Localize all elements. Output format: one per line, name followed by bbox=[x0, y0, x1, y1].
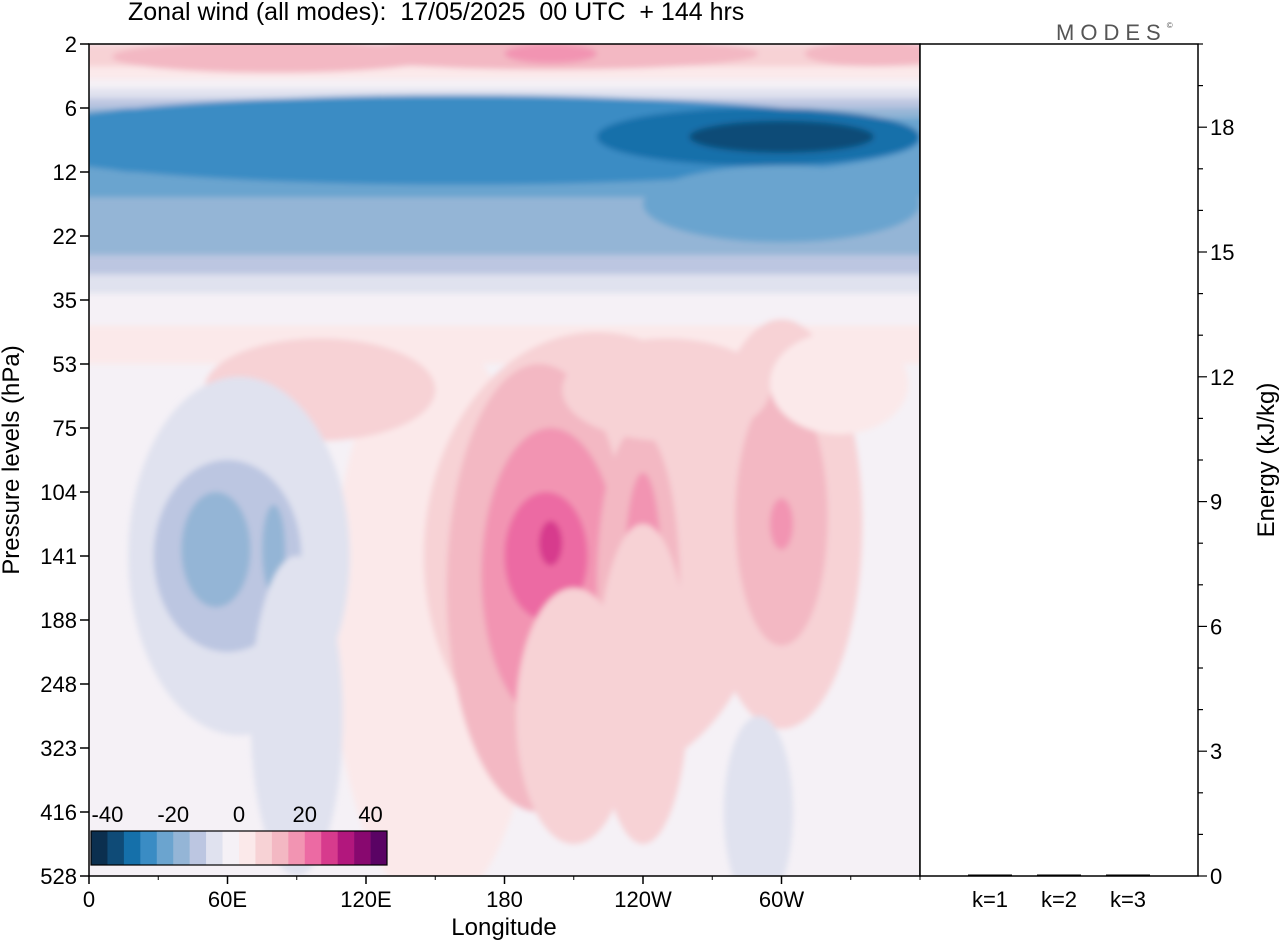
colorbar-swatch bbox=[156, 831, 174, 865]
colorbar-tick-label: -40 bbox=[92, 802, 124, 827]
wind-region bbox=[643, 165, 920, 243]
energy-panel: 0 3 6 9 12 15 18 k=1 k=2 k=3 Energy (kJ/kg) bbox=[919, 43, 1280, 912]
energy-category-label: k=1 bbox=[972, 887, 1008, 912]
logo-text: MODES bbox=[1056, 20, 1167, 45]
energy-tick-label: 15 bbox=[1210, 240, 1234, 265]
energy-bar bbox=[1106, 874, 1150, 876]
colorbar-swatch bbox=[222, 831, 240, 865]
energy-bar bbox=[1037, 874, 1081, 876]
y-axis-label: Pressure levels (hPa) bbox=[0, 345, 25, 574]
longitude-axis: 0 60E 120E 180 120W 60W bbox=[83, 876, 921, 912]
colorbar-swatch bbox=[288, 831, 306, 865]
wind-band bbox=[89, 88, 920, 99]
colorbar-swatch bbox=[189, 831, 207, 865]
wind-band bbox=[89, 274, 920, 294]
y-tick-label: 12 bbox=[53, 160, 77, 185]
wind-region bbox=[804, 44, 920, 67]
colorbar-swatch bbox=[239, 831, 256, 865]
colorbar-swatch bbox=[304, 831, 322, 865]
energy-tick-label: 6 bbox=[1210, 614, 1222, 639]
energy-bar bbox=[968, 874, 1012, 876]
x-tick-label: 180 bbox=[486, 887, 523, 912]
logo-mark: © bbox=[1166, 20, 1173, 30]
wind-region bbox=[596, 524, 690, 844]
colorbar-tick-label: 0 bbox=[233, 802, 245, 827]
energy-tick-label: 0 bbox=[1210, 864, 1222, 889]
x-tick-label: 120W bbox=[614, 887, 672, 912]
y-tick-label: 75 bbox=[53, 416, 77, 441]
y-tick-label: 104 bbox=[40, 480, 77, 505]
wind-region bbox=[504, 44, 597, 64]
x-tick-label: 60E bbox=[208, 887, 247, 912]
energy-tick-label: 18 bbox=[1210, 115, 1234, 140]
energy-frame bbox=[919, 43, 1199, 877]
wind-region bbox=[723, 716, 794, 876]
wind-region bbox=[689, 120, 874, 153]
wind-region bbox=[769, 332, 909, 435]
colorbar-swatch bbox=[91, 831, 108, 865]
colorbar-swatch bbox=[255, 831, 273, 865]
colorbar-swatch bbox=[107, 831, 125, 865]
y-tick-label: 141 bbox=[40, 544, 77, 569]
colorbar-swatch bbox=[140, 831, 158, 865]
chart-title: Zonal wind (all modes): 17/05/2025 00 UT… bbox=[128, 0, 745, 26]
colorbar-swatch bbox=[173, 831, 190, 865]
wind-region bbox=[769, 498, 794, 550]
colorbar-tick-label: -20 bbox=[157, 802, 189, 827]
energy-tick-label: 3 bbox=[1210, 739, 1222, 764]
wind-band bbox=[89, 255, 920, 275]
wind-region bbox=[562, 338, 770, 441]
x-tick-label: 60W bbox=[759, 887, 804, 912]
colorbar-tick-label: 40 bbox=[358, 802, 382, 827]
zonal-wind-heatmap bbox=[89, 44, 920, 876]
y-tick-label: 188 bbox=[40, 608, 77, 633]
colorbar-swatch bbox=[206, 831, 223, 865]
y-tick-label: 248 bbox=[40, 672, 77, 697]
wind-region bbox=[89, 108, 193, 172]
colorbar-swatch bbox=[321, 831, 338, 865]
energy-tick-label: 9 bbox=[1210, 490, 1222, 515]
x-tick-label: 120E bbox=[340, 887, 391, 912]
wind-region bbox=[181, 491, 251, 608]
wind-band bbox=[89, 293, 920, 326]
x-axis-label: Longitude bbox=[451, 914, 556, 941]
colorbar-frame bbox=[90, 830, 388, 866]
y-tick-label: 6 bbox=[65, 96, 77, 121]
modes-logo: MODES© bbox=[1056, 20, 1173, 46]
wind-region bbox=[250, 556, 343, 876]
colorbar-swatch bbox=[123, 831, 141, 865]
x-tick-label: 0 bbox=[83, 887, 95, 912]
colorbar-swatch bbox=[354, 831, 371, 865]
colorbar-tick-label: 20 bbox=[293, 802, 317, 827]
colorbar-swatch bbox=[271, 831, 289, 865]
energy-category-label: k=3 bbox=[1110, 887, 1146, 912]
energy-tick-label: 12 bbox=[1210, 365, 1234, 390]
y-tick-label: 22 bbox=[53, 224, 77, 249]
pressure-axis: 2 6 12 22 35 53 75 104 141 188 248 323 416 528 bbox=[40, 32, 89, 889]
colorbar-swatch bbox=[337, 831, 355, 865]
y-tick-label: 528 bbox=[40, 864, 77, 889]
colorbar-swatch bbox=[370, 831, 388, 865]
y-tick-label: 323 bbox=[40, 736, 77, 761]
wind-colorbar: -40 -20 0 20 40 bbox=[90, 802, 388, 866]
energy-category-label: k=2 bbox=[1041, 887, 1077, 912]
y-tick-label: 416 bbox=[40, 800, 77, 825]
wind-band bbox=[89, 79, 920, 89]
y-tick-label: 53 bbox=[53, 352, 77, 377]
y-tick-label: 2 bbox=[65, 32, 77, 57]
energy-axis-label: Energy (kJ/kg) bbox=[1253, 383, 1280, 538]
y-tick-label: 35 bbox=[53, 288, 77, 313]
wind-region bbox=[539, 520, 563, 566]
